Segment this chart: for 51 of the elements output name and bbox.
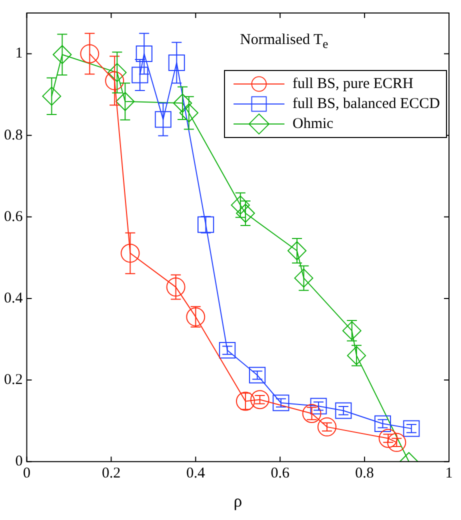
point bbox=[310, 398, 327, 414]
x-axis-title: ρ bbox=[234, 491, 242, 510]
x-tick-label: 0.6 bbox=[270, 466, 290, 482]
legend-label: Ohmic bbox=[292, 115, 334, 134]
point bbox=[374, 415, 391, 432]
point bbox=[249, 366, 266, 384]
point bbox=[236, 392, 255, 411]
y-tick-label: 0.2 bbox=[4, 372, 23, 388]
point bbox=[250, 390, 270, 410]
point bbox=[105, 71, 124, 90]
text: Normalised T$_{e}$ bbox=[240, 32, 328, 52]
point bbox=[186, 307, 206, 326]
y-tick-label: 0.4 bbox=[4, 290, 24, 306]
x-tick-label: 0.2 bbox=[102, 466, 121, 482]
legend-label: full BS, pure ECRH bbox=[292, 75, 414, 94]
y-tick-label: 0.8 bbox=[4, 127, 23, 144]
x-tick-label: 0.8 bbox=[355, 466, 374, 482]
point bbox=[317, 417, 336, 436]
point bbox=[166, 278, 186, 297]
point bbox=[132, 66, 148, 84]
y-tick-label: 0.6 bbox=[4, 208, 24, 225]
point bbox=[403, 420, 420, 437]
point bbox=[342, 321, 362, 340]
y-tick-label: 1 bbox=[15, 46, 23, 62]
point bbox=[287, 241, 306, 260]
point bbox=[347, 346, 366, 366]
point bbox=[168, 54, 185, 72]
point bbox=[387, 432, 406, 452]
point bbox=[230, 196, 250, 215]
point bbox=[378, 428, 398, 448]
y-tick-label: 0 bbox=[15, 454, 23, 470]
point bbox=[136, 46, 152, 62]
point bbox=[198, 216, 214, 234]
point bbox=[108, 63, 127, 82]
point bbox=[236, 204, 255, 223]
point bbox=[52, 45, 72, 64]
point bbox=[80, 44, 100, 64]
x-tick-label: 1 bbox=[445, 466, 453, 482]
point bbox=[272, 394, 290, 412]
point bbox=[219, 342, 236, 359]
point bbox=[179, 103, 198, 122]
point bbox=[154, 111, 172, 128]
point bbox=[42, 86, 62, 106]
point bbox=[294, 268, 314, 288]
x-tick-label: 0.4 bbox=[186, 466, 206, 482]
point bbox=[173, 94, 192, 113]
point bbox=[335, 402, 352, 419]
point bbox=[302, 404, 322, 423]
point bbox=[120, 244, 140, 263]
point bbox=[116, 92, 135, 111]
legend-label: full BS, balanced ECCD bbox=[292, 95, 440, 114]
